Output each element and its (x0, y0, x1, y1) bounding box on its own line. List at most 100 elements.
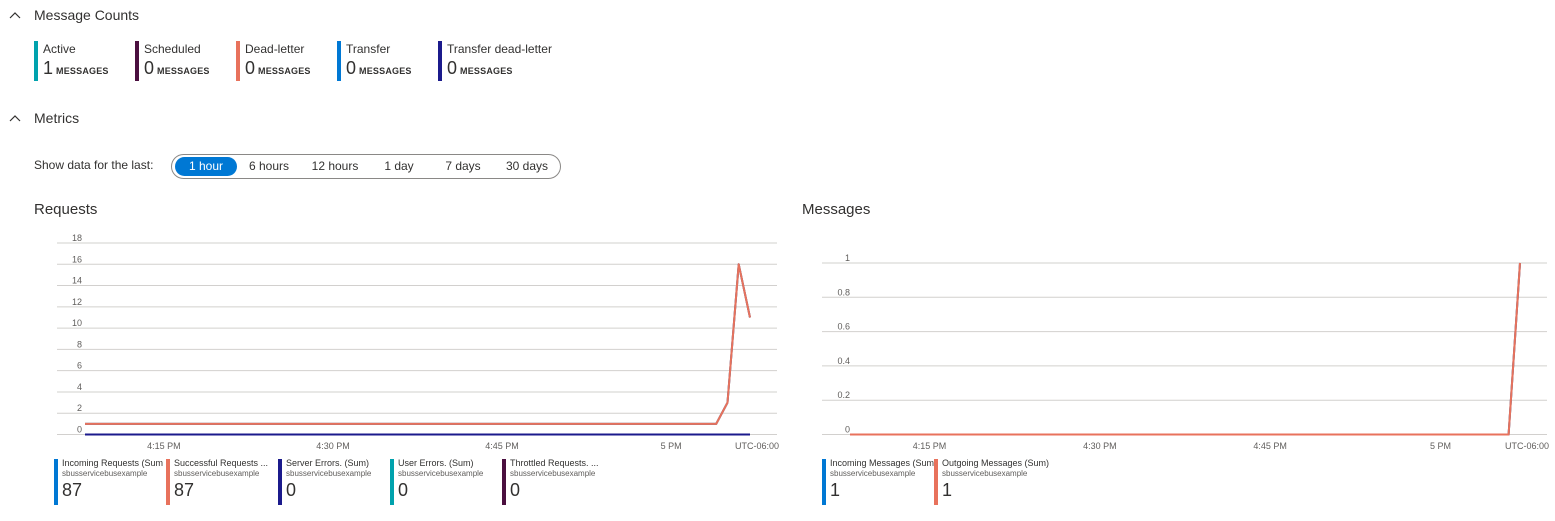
count-value: 0 (245, 58, 256, 78)
x-tick-label: 5 PM (661, 441, 682, 451)
legend-total: 87 (174, 480, 195, 500)
legend-resource: sbusservicebusexample (398, 469, 484, 478)
legend-color-bar (166, 459, 170, 505)
y-tick-label: 4 (77, 382, 82, 392)
count-unit: MESSAGES (56, 66, 109, 76)
count-color-bar (337, 41, 341, 81)
series-line (85, 263, 751, 425)
legend-series-name: Outgoing Messages (Sum) (942, 458, 1050, 468)
legend-color-bar (934, 459, 938, 505)
count-value: 0 (346, 58, 357, 78)
y-tick-label: 16 (72, 254, 82, 264)
count-scheduled: Scheduled 0 MESSAGES (135, 40, 236, 81)
y-tick-label: 10 (72, 318, 82, 328)
requests-chart-title: Requests (34, 201, 98, 218)
legend-total: 0 (286, 480, 297, 500)
count-label: Dead-letter (245, 42, 305, 56)
count-unit: MESSAGES (359, 66, 412, 76)
time-range-7-days[interactable]: 7 days (445, 159, 481, 173)
metrics-title: Metrics (34, 110, 80, 126)
count-color-bar (438, 41, 442, 81)
series-line (850, 262, 1521, 436)
message-counts: Active 1 MESSAGES Scheduled 0 MESSAGES Dea… (34, 40, 568, 81)
x-tick-label: 4:45 PM (485, 441, 519, 451)
y-tick-label: 0 (845, 425, 850, 435)
count-label: Active (43, 42, 76, 56)
legend-series-name: User Errors. (Sum) (398, 458, 474, 468)
legend-resource: sbusservicebusexample (286, 469, 372, 478)
legend-color-bar (278, 459, 282, 505)
legend-total: 0 (398, 480, 409, 500)
y-tick-label: 0 (77, 425, 82, 435)
count-active: Active 1 MESSAGES (34, 40, 135, 81)
time-range-1-hour[interactable]: 1 hour (175, 157, 237, 176)
legend-series-name: Incoming Messages (Sum (830, 458, 934, 468)
x-tick-label: 4:15 PM (147, 441, 181, 451)
count-label: Transfer (346, 42, 391, 56)
x-tick-label: UTC-06:00 (735, 441, 779, 451)
message-counts-header[interactable]: Message Counts (8, 7, 139, 23)
x-tick-label: 5 PM (1430, 441, 1451, 451)
y-tick-label: 6 (77, 361, 82, 371)
y-tick-label: 8 (77, 339, 82, 349)
x-tick-label: 4:30 PM (1083, 441, 1117, 451)
time-range-30-days[interactable]: 30 days (505, 159, 549, 173)
count-color-bar (236, 41, 240, 81)
time-range-12-hours[interactable]: 12 hours (311, 159, 359, 173)
legend-total: 87 (62, 480, 83, 500)
y-tick-label: 0.2 (837, 390, 850, 400)
y-tick-label: 0.4 (837, 356, 850, 366)
time-range-6-hours[interactable]: 6 hours (248, 159, 290, 173)
legend-item-user-errors[interactable]: User Errors. (Sum) sbusservicebusexample… (390, 458, 502, 506)
legend-item-outgoing-messages[interactable]: Outgoing Messages (Sum) sbusservicebusex… (934, 458, 1058, 506)
count-value: 0 (144, 58, 155, 78)
count-transfer: Transfer 0 MESSAGES (337, 40, 438, 81)
count-unit: MESSAGES (157, 66, 210, 76)
count-dead-letter: Dead-letter 0 MESSAGES (236, 40, 337, 81)
legend-total: 1 (830, 480, 841, 500)
y-tick-label: 14 (72, 276, 82, 286)
y-tick-label: 1 (845, 253, 850, 263)
chevron-up-icon (8, 111, 22, 125)
count-color-bar (135, 41, 139, 81)
legend-resource: sbusservicebusexample (942, 469, 1028, 478)
legend-color-bar (54, 459, 58, 505)
y-tick-label: 12 (72, 297, 82, 307)
legend-total: 0 (510, 480, 521, 500)
legend-color-bar (390, 459, 394, 505)
legend-resource: sbusservicebusexample (830, 469, 916, 478)
series-line (85, 263, 751, 425)
time-range-selector: 1 hour 6 hours 12 hours 1 day 7 days 30 … (171, 154, 561, 179)
x-tick-label: 4:30 PM (316, 441, 350, 451)
count-unit: MESSAGES (460, 66, 513, 76)
legend-color-bar (822, 459, 826, 505)
legend-resource: sbusservicebusexample (62, 469, 148, 478)
time-range-1-day[interactable]: 1 day (384, 159, 414, 173)
requests-chart[interactable]: 0 2 4 6 8 10 12 14 16 18 4:15 PM 4:30 PM 4:45 PM 5 PM… (0, 225, 790, 455)
count-value: 0 (447, 58, 458, 78)
messages-chart[interactable]: 0 0.2 0.4 0.6 0.8 1 4:15 PM 4:30 PM 4:45 PM 5 PM U… (790, 225, 1555, 455)
legend-item-server-errors[interactable]: Server Errors. (Sum) sbusservicebusexamp… (278, 458, 390, 506)
legend-series-name: Incoming Requests (Sum (62, 458, 164, 468)
count-color-bar (34, 41, 38, 81)
series-line (850, 262, 1521, 436)
legend-item-incoming-messages[interactable]: Incoming Messages (Sum sbusservicebusexa… (822, 458, 934, 506)
legend-resource: sbusservicebusexample (174, 469, 260, 478)
count-label: Transfer dead-letter (447, 42, 552, 56)
series-line (850, 262, 1521, 436)
count-unit: MESSAGES (258, 66, 311, 76)
messages-legend: Incoming Messages (Sum sbusservicebusexa… (822, 458, 1058, 506)
legend-item-incoming-requests[interactable]: Incoming Requests (Sum sbusservicebusexa… (54, 458, 166, 506)
message-counts-title: Message Counts (34, 7, 140, 23)
x-tick-label: 4:15 PM (913, 441, 947, 451)
legend-color-bar (502, 459, 506, 505)
y-tick-label: 2 (77, 403, 82, 413)
legend-total: 1 (942, 480, 953, 500)
time-range-label: Show data for the last: (34, 158, 154, 172)
metrics-header[interactable]: Metrics (8, 110, 79, 126)
legend-item-successful-requests[interactable]: Successful Requests ... sbusservicebusex… (166, 458, 278, 506)
y-tick-label: 18 (72, 233, 82, 243)
y-tick-label: 0.6 (837, 322, 850, 332)
legend-item-throttled-requests[interactable]: Throttled Requests. ... sbusservicebusex… (502, 458, 614, 506)
x-tick-label: 4:45 PM (1253, 441, 1287, 451)
